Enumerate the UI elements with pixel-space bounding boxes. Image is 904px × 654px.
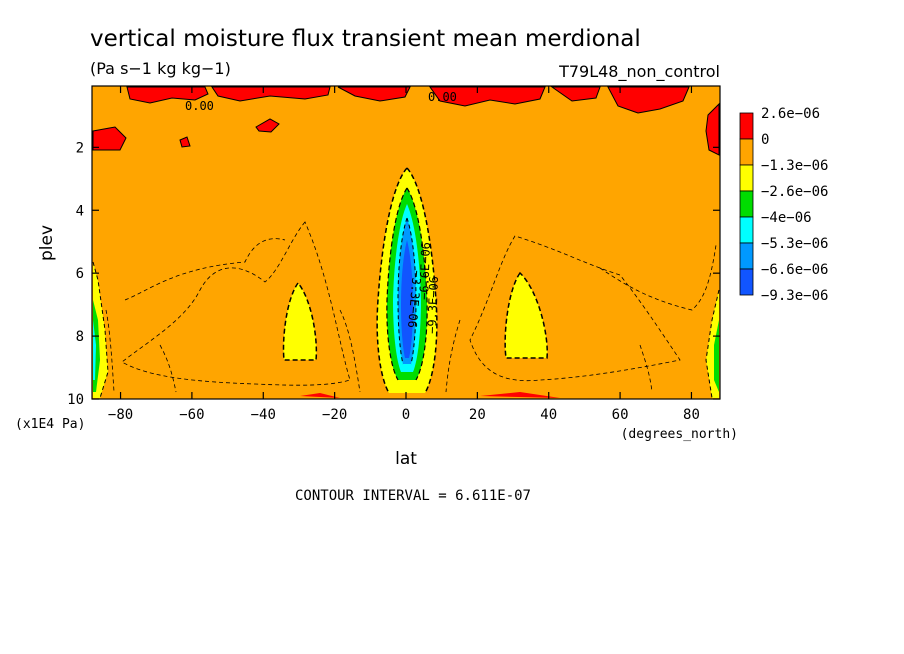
y-tick-label: 6 — [76, 266, 84, 282]
contour-label-2: 0.00 — [428, 90, 457, 104]
x-axis-unit: (degrees_north) — [621, 427, 738, 442]
contour-label-5: −9.3E−06 — [425, 276, 441, 334]
x-tick-label: −60 — [179, 407, 204, 423]
x-tick-label: 20 — [469, 407, 486, 423]
x-tick-label: 60 — [612, 407, 629, 423]
x-axis-ticks: −80 −60 −40 −20 0 20 40 60 80 — [108, 86, 700, 423]
x-tick-label: 0 — [402, 407, 410, 423]
plot-area: 0.00 0.00 −3.3E−06 −6.6E−06 −9.3E−06 — [91, 85, 721, 400]
colorbar-label: −5.3e−06 — [761, 236, 828, 252]
y-tick-label: 8 — [76, 329, 84, 345]
colorbar-swatch — [739, 268, 754, 296]
subtropical-minima — [282, 271, 548, 361]
positive-patches — [92, 86, 720, 398]
contour-lines — [105, 221, 717, 393]
colorbar-swatch — [739, 112, 754, 140]
edge-minima — [92, 261, 720, 399]
y-axis-unit: (x1E4 Pa) — [15, 417, 85, 432]
contour-label-4: −6.6E−06 — [417, 242, 433, 300]
colorbar-label: 0 — [761, 132, 769, 148]
x-tick-label: −40 — [251, 407, 276, 423]
dataset-label: T79L48_non_control — [558, 62, 720, 82]
colorbar-swatch — [739, 164, 754, 192]
chart-title: vertical moisture flux transient mean me… — [90, 26, 641, 52]
y-tick-label: 10 — [67, 392, 84, 408]
colorbar-label: −6.6e−06 — [761, 262, 828, 278]
contour-label-3: −3.3E−06 — [405, 270, 424, 329]
colorbar-swatch — [739, 138, 754, 166]
x-axis-label: lat — [395, 449, 417, 469]
y-axis-label: plev — [37, 225, 57, 261]
colorbar-label: −2.6e−06 — [761, 184, 828, 200]
units-label: (Pa s−1 kg kg−1) — [90, 59, 231, 78]
colorbar-label: 2.6e−06 — [761, 106, 820, 122]
colorbar-swatch — [739, 242, 754, 270]
x-tick-label: 40 — [540, 407, 557, 423]
colorbar-label: −9.3e−06 — [761, 288, 828, 304]
colorbar-label: −1.3e−06 — [761, 158, 828, 174]
colorbar-label: −4e−06 — [761, 210, 812, 226]
y-tick-label: 4 — [76, 203, 84, 219]
x-tick-label: −20 — [322, 407, 347, 423]
colorbar-swatch — [739, 190, 754, 218]
colorbar: 2.6e−06 0 −1.3e−06 −2.6e−06 −4e−06 −5.3e−06 −6… — [739, 106, 828, 304]
y-tick-label: 2 — [76, 140, 84, 156]
x-tick-label: −80 — [108, 407, 133, 423]
colorbar-swatch — [739, 216, 754, 244]
x-tick-label: 80 — [683, 407, 700, 423]
contour-label-1: 0.00 — [185, 99, 214, 113]
equatorial-core — [376, 167, 438, 394]
y-axis-ticks: 2 4 6 8 10 — [67, 140, 720, 408]
contour-interval-note: CONTOUR INTERVAL = 6.611E-07 — [295, 488, 531, 504]
